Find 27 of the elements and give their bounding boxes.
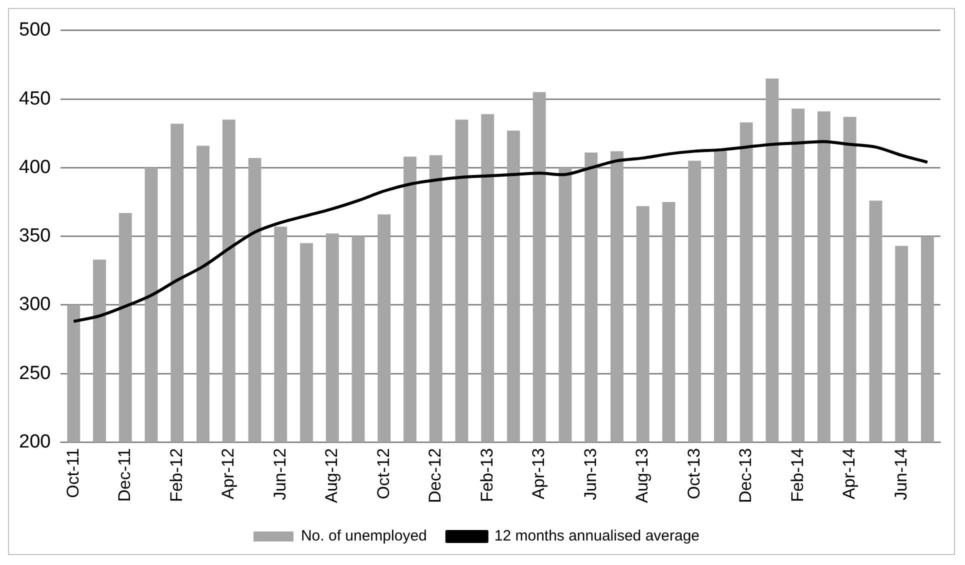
x-tick-label: Dec-13 [736,448,756,503]
x-tick-label: Oct-11 [63,448,82,498]
y-tick-label: 250 [19,362,51,384]
x-tick-label: Jun-14 [891,448,910,500]
x-tick-label: Feb-12 [166,448,186,502]
x-tick-label: Dec-12 [426,448,445,503]
x-tick-label: Feb-13 [477,448,496,502]
legend-label: 12 months annualised average [494,528,700,545]
line-series [72,140,929,323]
x-tick-label: Aug-12 [322,448,342,504]
x-tick-label: Feb-14 [788,448,807,502]
x-tick-label: Oct-13 [684,448,704,500]
x-tick-label: Aug-13 [632,448,652,504]
y-tick-label: 350 [19,226,51,247]
x-tick-label: Oct-12 [374,448,393,500]
y-tick-label: 500 [19,20,51,41]
y-tick-label: 450 [19,88,51,110]
y-tick-label: 300 [19,294,51,316]
y-tick-label: 400 [19,156,51,178]
x-tick-label: Apr-13 [529,448,548,500]
x-tick-label: Jun-12 [270,448,290,500]
x-tick-label: Apr-14 [840,448,859,500]
x-tick-label: Dec-11 [115,448,134,502]
legend-label: No. of unemployed [300,528,427,545]
x-tick-label: Jun-13 [580,448,600,500]
y-tick-label: 200 [19,431,51,452]
x-tick-label: Apr-12 [218,448,238,500]
